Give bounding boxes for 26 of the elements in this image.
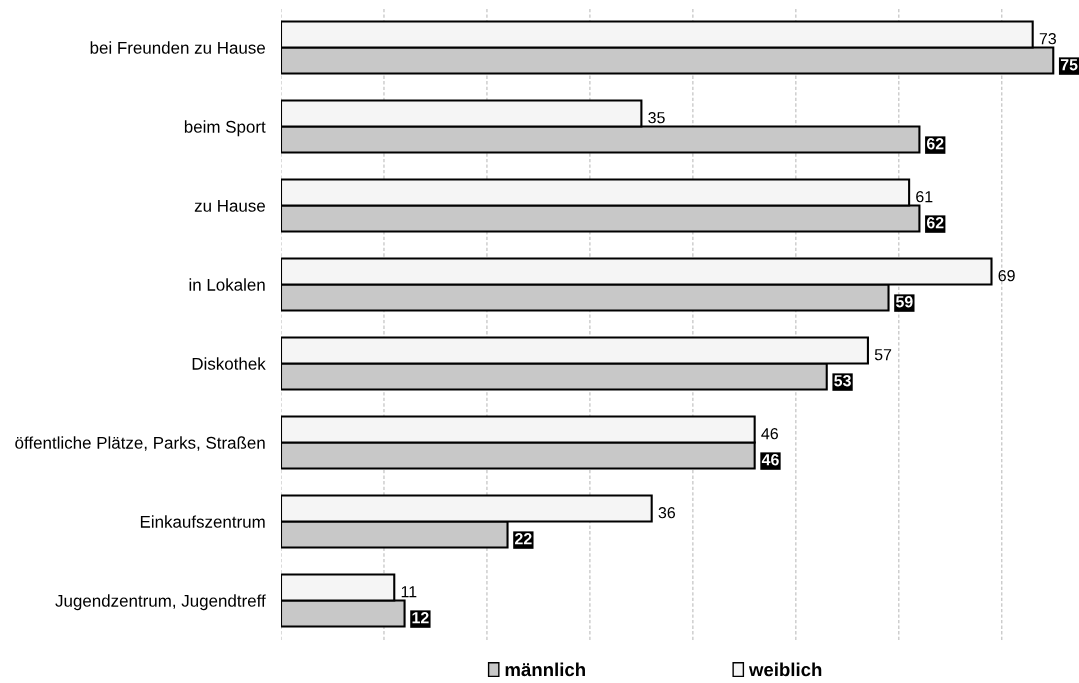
data-label: 53 [834, 375, 851, 387]
y-tick-label: Diskothek [192, 357, 266, 370]
data-label: 57 [874, 349, 892, 361]
data-label: 69 [998, 270, 1015, 282]
legend-label: männlich [505, 662, 585, 677]
legend-label: weiblich [748, 662, 822, 677]
data-label: 61 [916, 191, 933, 203]
data-label: 11 [401, 586, 417, 598]
y-tick-label: zu Hause [194, 199, 265, 212]
y-tick-label: beim Sport [184, 120, 266, 137]
data-label: 62 [926, 138, 944, 150]
y-tick-label: öffentliche Plätze, Parks, Straßen [15, 436, 265, 451]
data-label: 46 [761, 454, 779, 466]
data-label: 73 [1039, 33, 1056, 45]
data-label: 62 [926, 217, 944, 229]
data-label: 75 [1060, 59, 1078, 71]
data-label: 22 [515, 533, 532, 545]
data-label: 36 [658, 507, 676, 519]
y-tick-label: Einkaufszentrum [140, 515, 265, 528]
y-tick-label: bei Freunden zu Hause [90, 41, 265, 54]
y-tick-label: in Lokalen [189, 278, 265, 291]
data-label: 35 [648, 112, 665, 124]
data-label: 59 [895, 296, 913, 308]
data-label: 12 [412, 612, 429, 624]
y-tick-label: Jugendzentrum, Jugendtreff [55, 594, 266, 611]
data-label: 46 [761, 428, 778, 440]
